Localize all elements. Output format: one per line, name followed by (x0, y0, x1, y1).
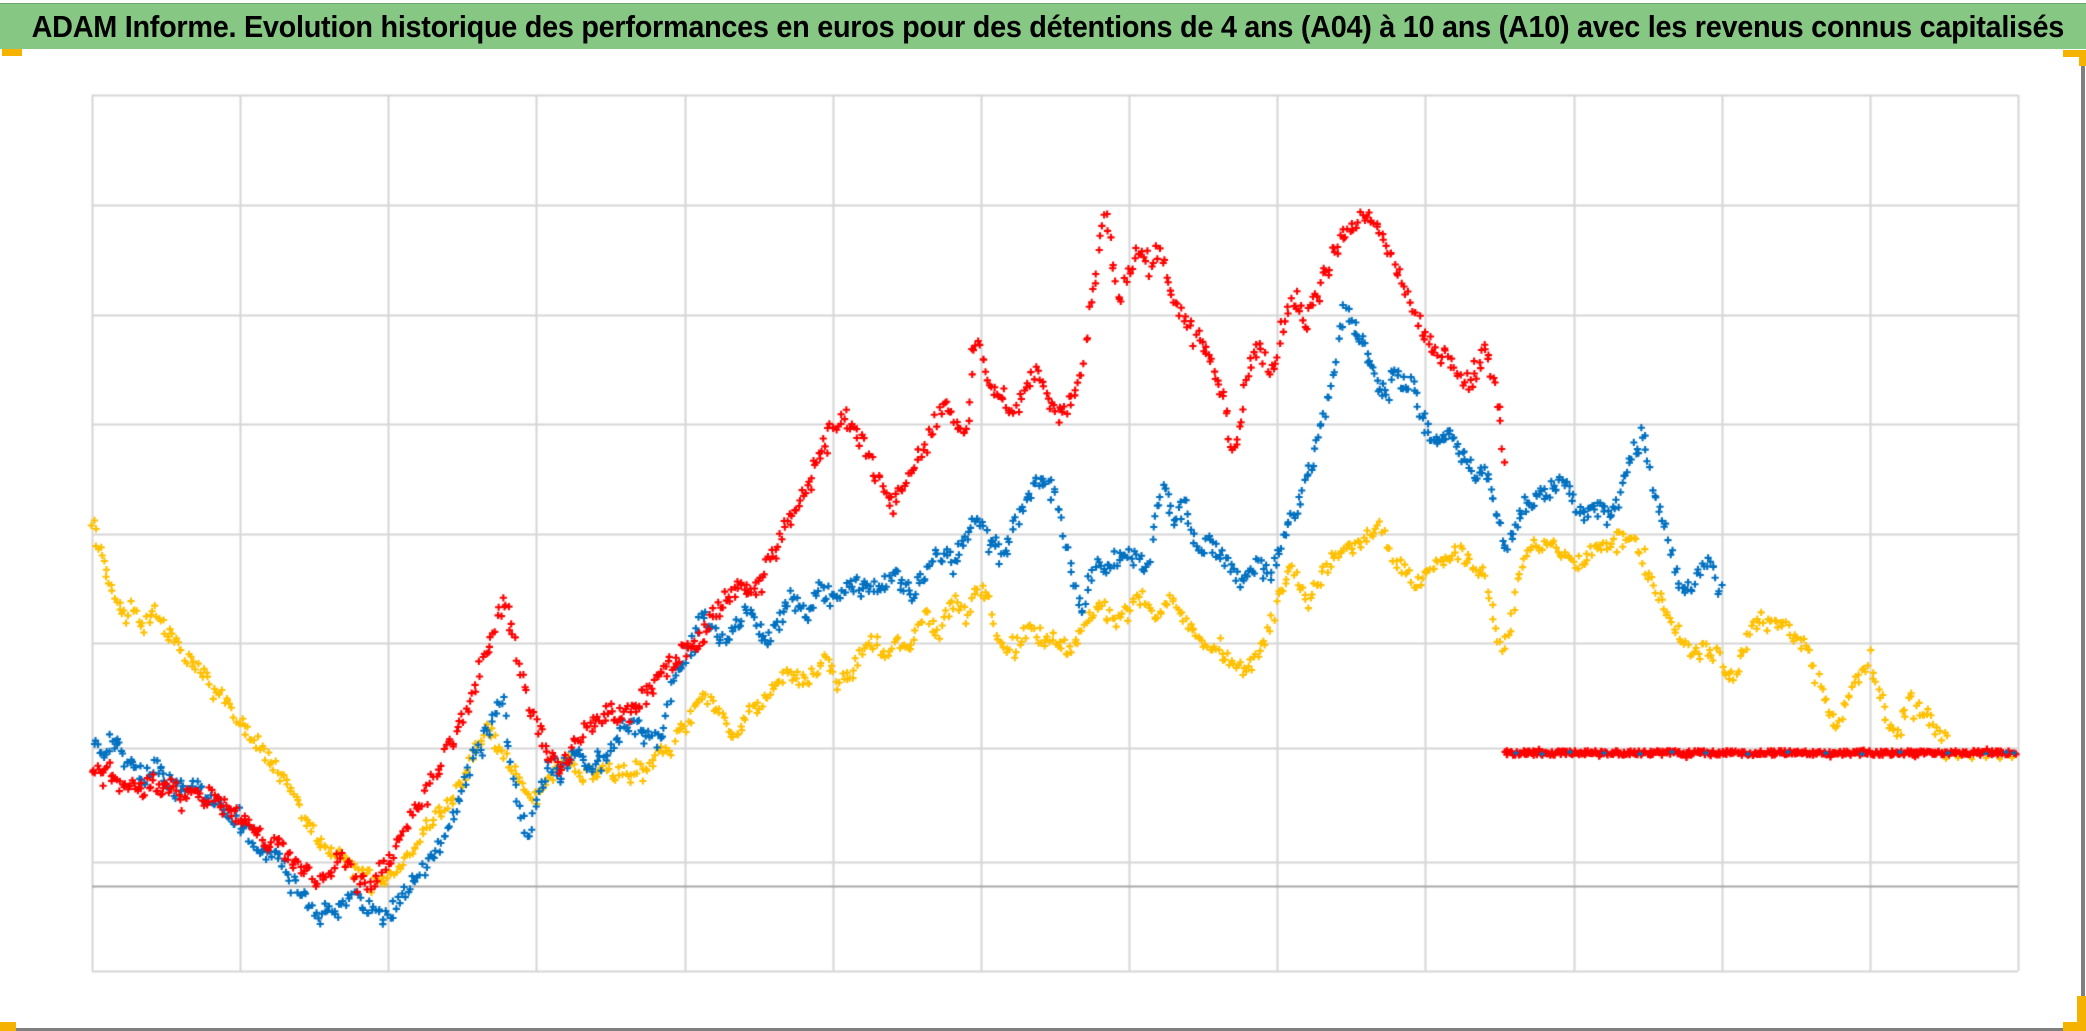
chart-title-bar: ADAM Informe. Evolution historique des p… (0, 3, 2086, 49)
page-break-corner-top-left-icon (2, 49, 22, 56)
page-break-corner-top-right-icon (2063, 50, 2086, 57)
sheet-boundary-right (2081, 57, 2085, 1031)
page-break-corner-bottom-left-icon (0, 1022, 16, 1031)
page-break-corner-top-right-icon (2079, 50, 2086, 66)
page-break-corner-bottom-right-icon (2077, 996, 2086, 1031)
sheet-boundary-bottom (16, 1028, 2086, 1031)
page-break-corner-bottom-right-icon (2063, 1022, 2086, 1031)
chart-title-text: ADAM Informe. Evolution historique des p… (31, 9, 2065, 44)
